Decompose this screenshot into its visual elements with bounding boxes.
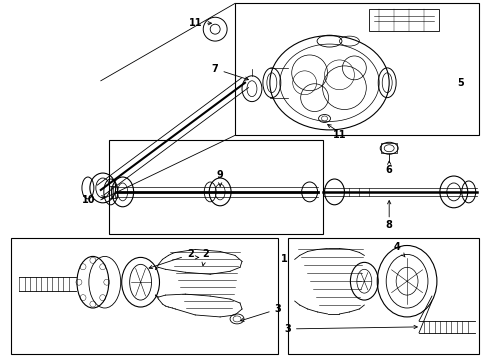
Bar <box>235 3 479 135</box>
Text: 5: 5 <box>457 78 464 88</box>
Text: 11: 11 <box>189 18 212 28</box>
Text: 1: 1 <box>281 255 288 264</box>
Bar <box>109 140 322 234</box>
Bar <box>381 143 397 153</box>
Bar <box>11 238 278 354</box>
Text: 10: 10 <box>82 195 105 205</box>
Text: 4: 4 <box>394 243 405 257</box>
Text: 2: 2 <box>202 249 209 266</box>
Text: 3: 3 <box>274 304 281 314</box>
Text: 2: 2 <box>149 249 194 269</box>
Text: 8: 8 <box>386 220 392 230</box>
Text: 9: 9 <box>217 170 223 186</box>
Text: 6: 6 <box>386 165 392 175</box>
Bar <box>369 9 439 31</box>
Text: 3: 3 <box>284 324 291 334</box>
Bar <box>288 238 479 354</box>
Text: 11: 11 <box>333 130 346 140</box>
Text: 7: 7 <box>212 64 248 80</box>
